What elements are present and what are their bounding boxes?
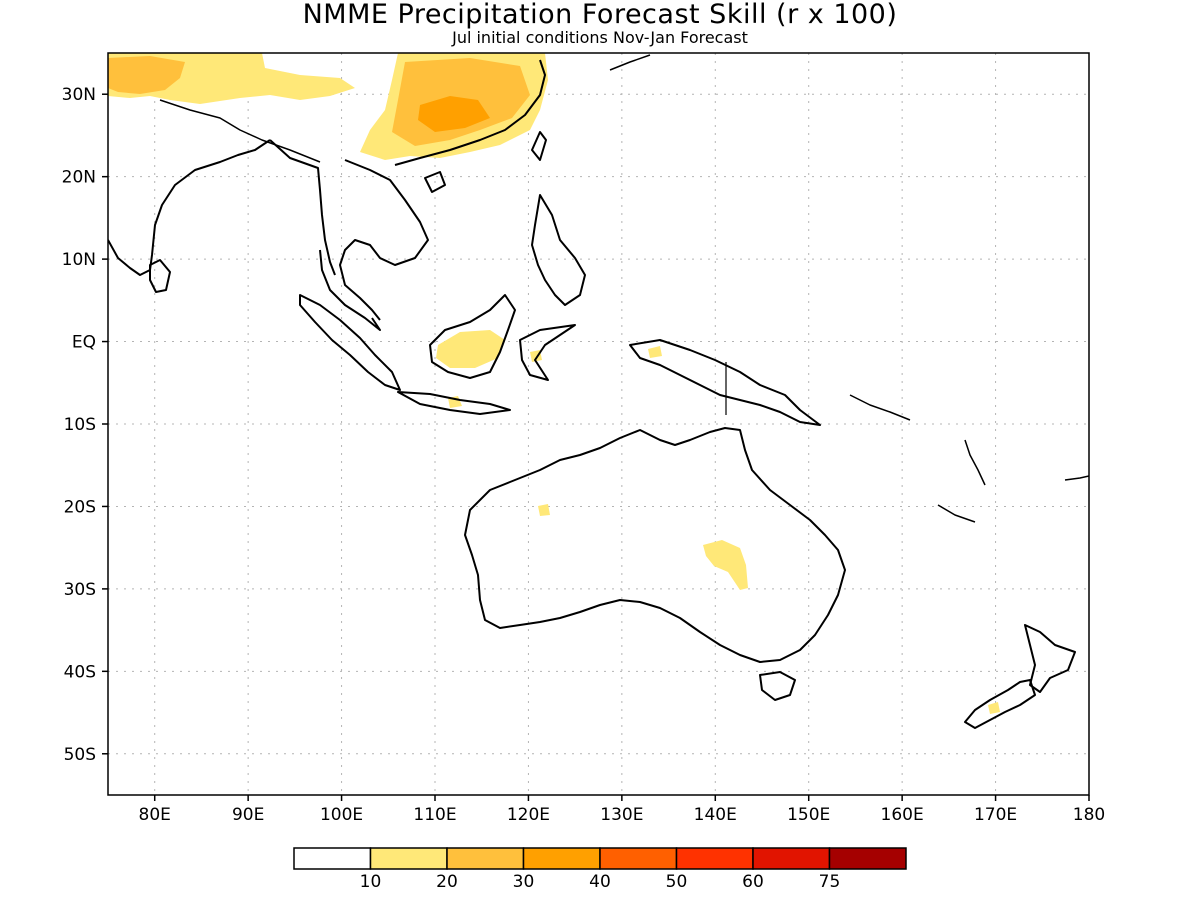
map-title: NMME Precipitation Forecast Skill (r x 1… xyxy=(302,0,898,30)
map-subtitle: Jul initial conditions Nov-Jan Forecast xyxy=(452,28,748,47)
lon-tick-label: 180 xyxy=(1073,805,1105,825)
lon-tick-label: 160E xyxy=(881,805,924,825)
shade-new-zealand xyxy=(988,702,1000,714)
colorbar-swatch xyxy=(752,847,831,870)
coast-nz-south xyxy=(964,679,1036,729)
coast-japan xyxy=(609,54,651,71)
coast-malay xyxy=(319,249,381,331)
coast-fiji xyxy=(1064,475,1089,481)
colorbar-swatch xyxy=(522,847,601,870)
lon-tick-label: 80E xyxy=(139,805,171,825)
coast-hainan xyxy=(424,171,446,193)
lat-tick-label: 30S xyxy=(64,580,96,600)
shade-borneo xyxy=(436,330,505,368)
lon-tick-label: 100E xyxy=(320,805,363,825)
coast-myanmar xyxy=(269,139,336,276)
colorbar-label: 10 xyxy=(360,872,382,892)
coast-india xyxy=(108,139,271,276)
lon-tick-label: 140E xyxy=(694,805,737,825)
lat-tick-label: 20N xyxy=(62,168,96,188)
coast-taiwan xyxy=(531,131,547,161)
colorbar-swatch xyxy=(369,847,448,870)
lat-tick-label: 20S xyxy=(64,497,96,517)
coast-new-caledonia xyxy=(937,504,976,523)
lon-tick-label: 90E xyxy=(232,805,264,825)
coast-philippines xyxy=(531,194,586,306)
coast-nz-north xyxy=(1024,624,1076,693)
coast-sri-lanka xyxy=(149,259,171,293)
coast-south-china xyxy=(394,59,546,166)
colorbar-swatch xyxy=(828,847,907,870)
lon-tick-label: 110E xyxy=(413,805,456,825)
shade-nwindia-orange xyxy=(108,56,185,94)
colorbar-swatch xyxy=(446,847,525,870)
lat-tick-label: EQ xyxy=(72,333,96,353)
coast-vanuatu xyxy=(964,439,986,486)
colorbar-label: 20 xyxy=(436,872,458,892)
coast-indochina xyxy=(339,159,429,321)
lon-tick-label: 130E xyxy=(600,805,643,825)
coast-himalaya xyxy=(159,99,321,163)
colorbar-swatch xyxy=(675,847,754,870)
colorbar-swatch xyxy=(293,847,372,870)
tick-labels: 30N 20N 10N EQ 10S 20S 30S 40S 50S 80E 90E 100E 110E… xyxy=(62,85,1106,825)
lon-tick-label: 170E xyxy=(974,805,1017,825)
coast-australia xyxy=(464,427,846,663)
colorbar-label: 60 xyxy=(742,872,764,892)
colorbar-label: 50 xyxy=(666,872,688,892)
shade-wa-patch xyxy=(538,504,550,516)
colorbar-label: 30 xyxy=(513,872,535,892)
coast-sumatra xyxy=(299,294,401,391)
shade-southchina-deep xyxy=(418,96,490,132)
lat-tick-label: 30N xyxy=(62,85,96,105)
lat-tick-label: 10N xyxy=(62,250,96,270)
lon-tick-label: 150E xyxy=(787,805,830,825)
gridlines xyxy=(108,53,1089,795)
colorbar-swatch xyxy=(599,847,678,870)
lat-tick-label: 10S xyxy=(64,415,96,435)
coast-tasmania xyxy=(759,671,796,701)
colorbar-label: 40 xyxy=(589,872,611,892)
coastlines xyxy=(108,54,1089,729)
lat-tick-label: 40S xyxy=(64,662,96,682)
colorbar: 10 20 30 40 50 60 75 xyxy=(293,847,907,892)
coast-java xyxy=(397,391,511,415)
coast-sulawesi xyxy=(519,324,576,381)
colorbar-label: 75 xyxy=(819,872,841,892)
skill-shading xyxy=(108,53,1000,714)
coast-borneo xyxy=(429,294,516,379)
shade-papua xyxy=(648,346,662,358)
shade-central-australia xyxy=(703,540,748,590)
lat-tick-label: 50S xyxy=(64,745,96,765)
lon-tick-label: 120E xyxy=(507,805,550,825)
coast-solomons xyxy=(849,394,911,421)
coast-new-guinea xyxy=(629,339,821,426)
